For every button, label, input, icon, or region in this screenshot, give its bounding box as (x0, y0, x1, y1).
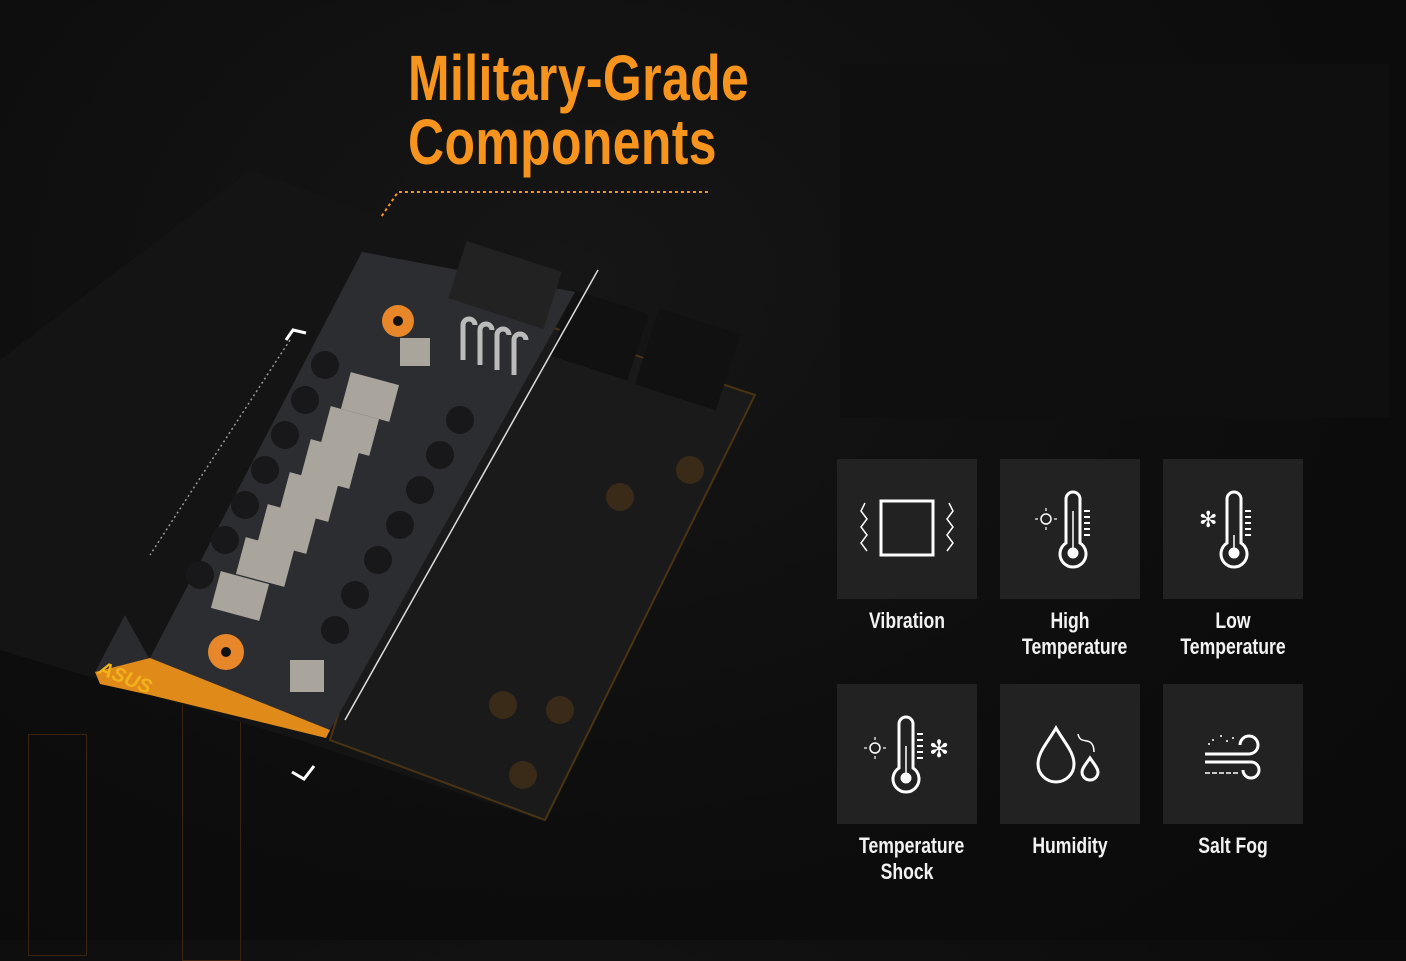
tile-label: Salt Fog (1198, 833, 1268, 858)
callout-line (374, 191, 710, 227)
tile-high-temperature (1000, 459, 1140, 599)
title-line-1: Military-Grade (408, 42, 750, 114)
low-temperature-icon: ✻ (1199, 490, 1251, 569)
humidity-icon (1036, 724, 1100, 784)
svg-text:✻: ✻ (929, 735, 949, 763)
tile-label: Low Temperature (1180, 608, 1286, 659)
tile-label: High Temperature (1022, 608, 1128, 659)
title-line-2: Components (408, 106, 717, 178)
svg-text:✻: ✻ (1199, 508, 1217, 533)
pcb-image: ASUS (0, 170, 757, 822)
vibration-icon (860, 499, 954, 557)
tile-temperature-shock: ✻ (837, 684, 977, 824)
salt-fog-icon (1205, 734, 1261, 780)
video-panel (840, 64, 1390, 418)
tile-label: Temperature Shock (859, 833, 965, 884)
tile-low-temperature: ✻ (1163, 459, 1303, 599)
page-title: Military-Grade Components (408, 46, 749, 174)
tile-salt-fog (1163, 684, 1303, 824)
tile-label: Humidity (1032, 833, 1108, 858)
high-temperature-icon (1035, 490, 1090, 569)
tile-vibration (837, 459, 977, 599)
tile-label: Vibration (869, 608, 945, 633)
temperature-shock-icon: ✻ (864, 715, 949, 794)
tile-humidity (1000, 684, 1140, 824)
